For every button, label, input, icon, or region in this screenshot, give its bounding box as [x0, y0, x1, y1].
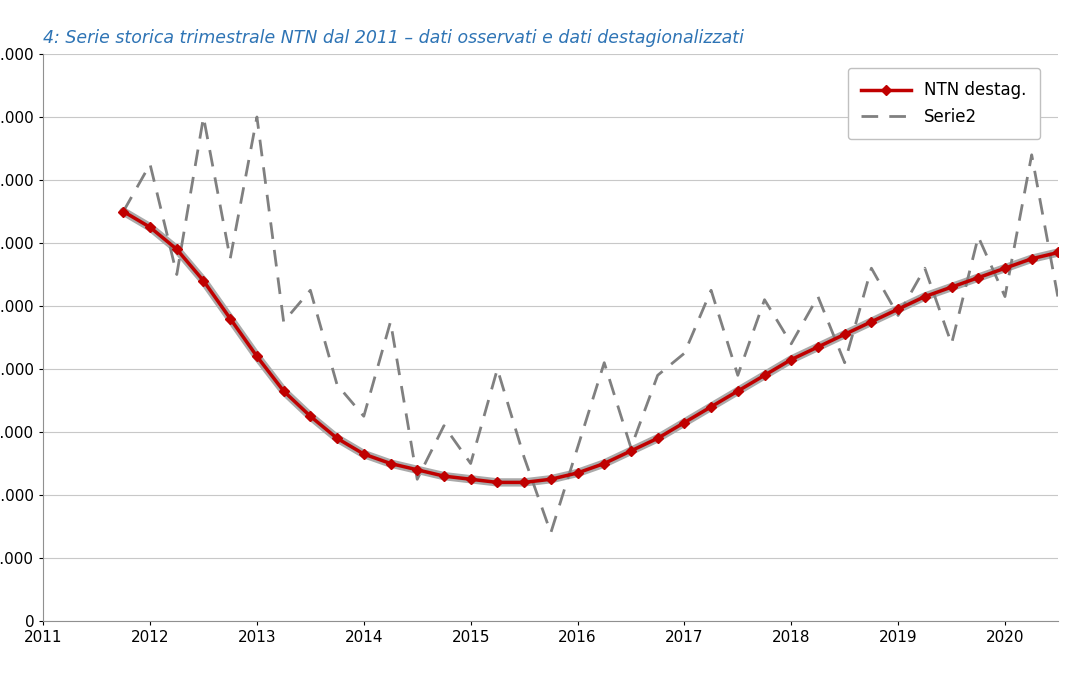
- Serie2: [892, 311, 905, 319]
- Serie2: [330, 381, 343, 389]
- NTN destag.: [838, 330, 851, 338]
- NTN destag.: [224, 315, 237, 323]
- NTN destag.: [865, 318, 878, 326]
- NTN destag.: [785, 356, 798, 364]
- Serie2: [651, 371, 664, 379]
- Serie2: [303, 286, 316, 294]
- Serie2: [1025, 151, 1038, 159]
- Line: NTN destag.: NTN destag.: [120, 208, 1080, 486]
- Serie2: [117, 207, 130, 215]
- NTN destag.: [945, 283, 958, 291]
- NTN destag.: [704, 403, 717, 411]
- NTN destag.: [999, 264, 1012, 272]
- Serie2: [1079, 151, 1080, 159]
- NTN destag.: [1052, 248, 1065, 256]
- Serie2: [437, 422, 450, 430]
- NTN destag.: [464, 475, 477, 483]
- NTN destag.: [491, 479, 504, 487]
- NTN destag.: [384, 460, 397, 468]
- Serie2: [838, 358, 851, 367]
- NTN destag.: [544, 475, 557, 483]
- Serie2: [678, 349, 691, 357]
- Serie2: [144, 160, 157, 168]
- Serie2: [517, 453, 530, 461]
- Serie2: [571, 443, 584, 452]
- NTN destag.: [1079, 252, 1080, 260]
- Serie2: [491, 365, 504, 373]
- Serie2: [1052, 296, 1065, 304]
- NTN destag.: [731, 387, 744, 395]
- Serie2: [945, 340, 958, 348]
- NTN destag.: [278, 387, 291, 395]
- NTN destag.: [197, 277, 210, 285]
- Line: Serie2: Serie2: [123, 117, 1080, 533]
- NTN destag.: [251, 352, 264, 360]
- Serie2: [999, 292, 1012, 300]
- Serie2: [785, 340, 798, 348]
- Serie2: [758, 296, 771, 304]
- NTN destag.: [171, 245, 184, 253]
- Serie2: [624, 443, 637, 452]
- Serie2: [918, 264, 931, 272]
- Serie2: [731, 371, 744, 379]
- NTN destag.: [918, 292, 931, 300]
- NTN destag.: [678, 418, 691, 427]
- NTN destag.: [571, 469, 584, 477]
- NTN destag.: [410, 466, 423, 474]
- NTN destag.: [437, 472, 450, 480]
- Serie2: [972, 233, 985, 241]
- NTN destag.: [330, 434, 343, 442]
- Serie2: [811, 292, 824, 300]
- Serie2: [197, 113, 210, 121]
- NTN destag.: [811, 343, 824, 351]
- Serie2: [410, 475, 423, 483]
- NTN destag.: [972, 273, 985, 281]
- Serie2: [597, 358, 610, 367]
- NTN destag.: [624, 447, 637, 455]
- NTN destag.: [597, 460, 610, 468]
- NTN destag.: [303, 412, 316, 421]
- Serie2: [224, 254, 237, 263]
- NTN destag.: [651, 434, 664, 442]
- Legend: NTN destag., Serie2: NTN destag., Serie2: [848, 68, 1040, 139]
- Serie2: [357, 412, 370, 421]
- NTN destag.: [117, 207, 130, 215]
- Serie2: [251, 113, 264, 121]
- Serie2: [464, 460, 477, 468]
- Serie2: [278, 318, 291, 326]
- NTN destag.: [758, 371, 771, 379]
- Serie2: [544, 529, 557, 537]
- NTN destag.: [517, 479, 530, 487]
- Serie2: [384, 318, 397, 326]
- Serie2: [865, 264, 878, 272]
- Serie2: [171, 271, 184, 279]
- Serie2: [704, 286, 717, 294]
- NTN destag.: [892, 305, 905, 313]
- NTN destag.: [1025, 254, 1038, 263]
- Text: 4: Serie storica trimestrale NTN dal 2011 – dati osservati e dati destagionalizz: 4: Serie storica trimestrale NTN dal 201…: [43, 29, 744, 47]
- NTN destag.: [144, 223, 157, 232]
- NTN destag.: [357, 450, 370, 458]
